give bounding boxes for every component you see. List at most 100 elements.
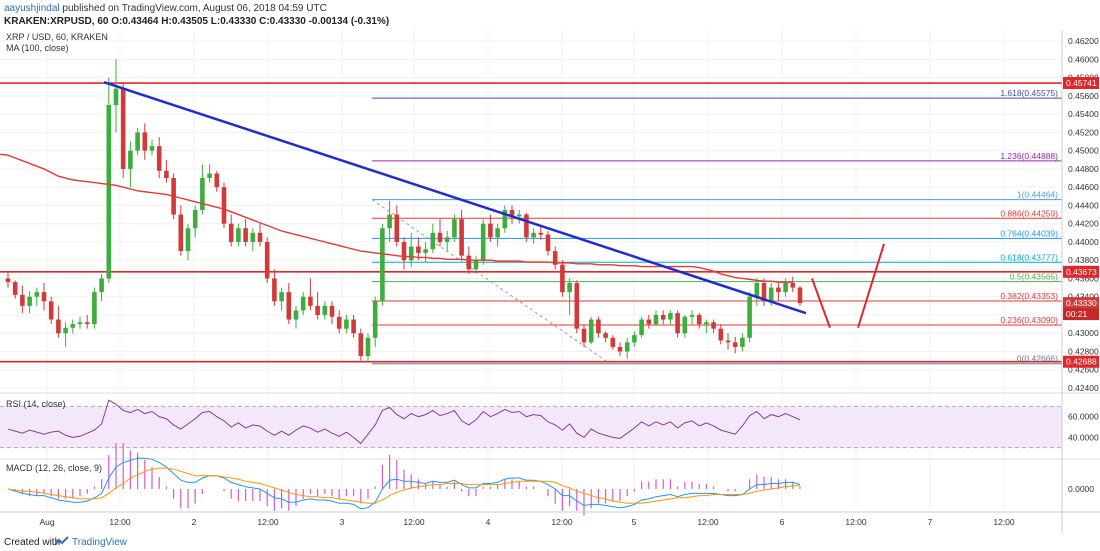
- overlays: [0, 81, 885, 329]
- candle-body: [300, 296, 306, 311]
- tradingview-logo-icon: [54, 536, 69, 546]
- candle-body: [207, 173, 212, 179]
- candle-body: [761, 283, 767, 302]
- candle-body: [279, 292, 284, 302]
- time-tick: 12:00: [993, 517, 1015, 527]
- candle-body: [164, 170, 169, 179]
- candle-body: [286, 292, 292, 320]
- candle-body: [689, 314, 695, 317]
- candle-body: [408, 246, 414, 261]
- candle-body: [41, 292, 47, 302]
- candle-body: [135, 132, 140, 151]
- price-tick: 0.44800: [1068, 164, 1099, 174]
- price-label-box: [1063, 355, 1099, 368]
- published-text: published on TradingView.com, August 06,…: [62, 3, 327, 14]
- candle-body: [221, 187, 227, 224]
- price-tick: 0.44200: [1068, 219, 1099, 229]
- candle-body: [48, 301, 54, 320]
- candle-body: [423, 249, 428, 253]
- candle-body: [660, 314, 666, 320]
- candle-body: [783, 283, 788, 293]
- fib-label: 1(0.44464): [1017, 190, 1058, 200]
- price-tick: 0.44000: [1068, 237, 1099, 247]
- candle-body: [682, 316, 688, 334]
- price-tick: 0.43400: [1068, 292, 1099, 302]
- candle-body: [675, 313, 680, 334]
- footer: Created with TradingView: [0, 533, 1100, 551]
- time-tick: 12:00: [403, 517, 425, 527]
- author-link[interactable]: aayushjindal: [4, 3, 60, 14]
- rsi-line: [7, 399, 801, 445]
- candle-body: [214, 173, 220, 188]
- chart-area[interactable]: 1.618(0.45575) 1.236(0.44888) 1(0.44464) 0.…: [0, 30, 1100, 533]
- candle-body: [624, 342, 630, 352]
- time-tick: 2: [192, 517, 197, 527]
- candle-body: [387, 214, 392, 229]
- candle-body: [545, 234, 551, 252]
- candle-body: [178, 214, 184, 252]
- candle-body: [552, 251, 558, 265]
- rsi-pane: [0, 392, 1100, 449]
- fib-label: 0.618(0.43777): [1000, 252, 1058, 262]
- candle-body: [27, 296, 32, 306]
- price-label-box: [1063, 297, 1099, 310]
- price-tick: 0.42600: [1068, 365, 1099, 375]
- candle-body: [617, 346, 623, 352]
- fib-label: 0.764(0.44039): [1000, 228, 1058, 238]
- candle-body: [394, 214, 400, 242]
- candle-body: [747, 296, 752, 338]
- candle-body: [603, 333, 608, 338]
- price-tick: 0.46200: [1068, 36, 1099, 46]
- candle-body: [106, 105, 112, 279]
- candle-body: [797, 287, 803, 304]
- candle-body: [581, 328, 587, 343]
- candle-body: [12, 282, 18, 295]
- candle-body: [156, 146, 162, 171]
- signal-line: [7, 467, 800, 504]
- axes: 60.000040.00000.00000.462000.460000.4580…: [0, 30, 1100, 533]
- candle-body: [5, 278, 11, 283]
- publisher-line: aayushjindal published on TradingView.co…: [4, 3, 327, 14]
- rsi-band: [0, 406, 1062, 448]
- candle-body: [308, 296, 313, 306]
- symbol-legend: XRP / USD, 60, KRAKEN: [6, 32, 108, 42]
- candle-body: [264, 241, 270, 279]
- macd-line: [7, 457, 801, 510]
- candle-body: [228, 223, 234, 242]
- rsi-tick: 60.0000: [1068, 412, 1099, 422]
- time-tick: 3: [340, 517, 345, 527]
- ma-legend: MA (100, close): [6, 43, 69, 53]
- macd-pane: [0, 443, 1100, 516]
- candle-body: [200, 178, 205, 210]
- candle-body: [560, 264, 565, 293]
- price-label-box: [1063, 265, 1099, 278]
- time-tick: Aug: [39, 517, 54, 527]
- candle-body: [372, 301, 378, 338]
- candle-body: [596, 319, 601, 334]
- time-tick: 12:00: [551, 517, 573, 527]
- price-tick: 0.42400: [1068, 383, 1099, 393]
- ohlc-line: KRAKEN:XRPUSD, 60 O:0.43464 H:0.43505 L:…: [4, 16, 390, 27]
- candle-body: [459, 219, 464, 256]
- candle-body: [336, 316, 342, 329]
- candle-body: [696, 314, 702, 325]
- fib-label: 0.382(0.43353): [1000, 291, 1058, 301]
- candle-body: [740, 337, 745, 347]
- candle-body: [257, 232, 263, 242]
- price-tick: 0.45200: [1068, 127, 1099, 137]
- candle-body: [380, 228, 385, 302]
- price-tick: 0.45400: [1068, 109, 1099, 119]
- candle-body: [524, 214, 529, 238]
- price-label-box: [1063, 77, 1099, 90]
- candle-body: [452, 219, 457, 238]
- tradingview-brand[interactable]: TradingView: [72, 537, 128, 548]
- fibonacci-levels: 1.618(0.45575) 1.236(0.44888) 1(0.44464) 0.…: [371, 88, 1062, 365]
- candle-body: [768, 287, 774, 302]
- candle-body: [185, 228, 191, 252]
- macd-tick: 0.0000: [1068, 484, 1094, 494]
- candle-body: [531, 232, 536, 238]
- candle-body: [329, 305, 335, 317]
- candles: [5, 59, 803, 361]
- candle-body: [754, 283, 760, 297]
- time-tick: 12:00: [697, 517, 719, 527]
